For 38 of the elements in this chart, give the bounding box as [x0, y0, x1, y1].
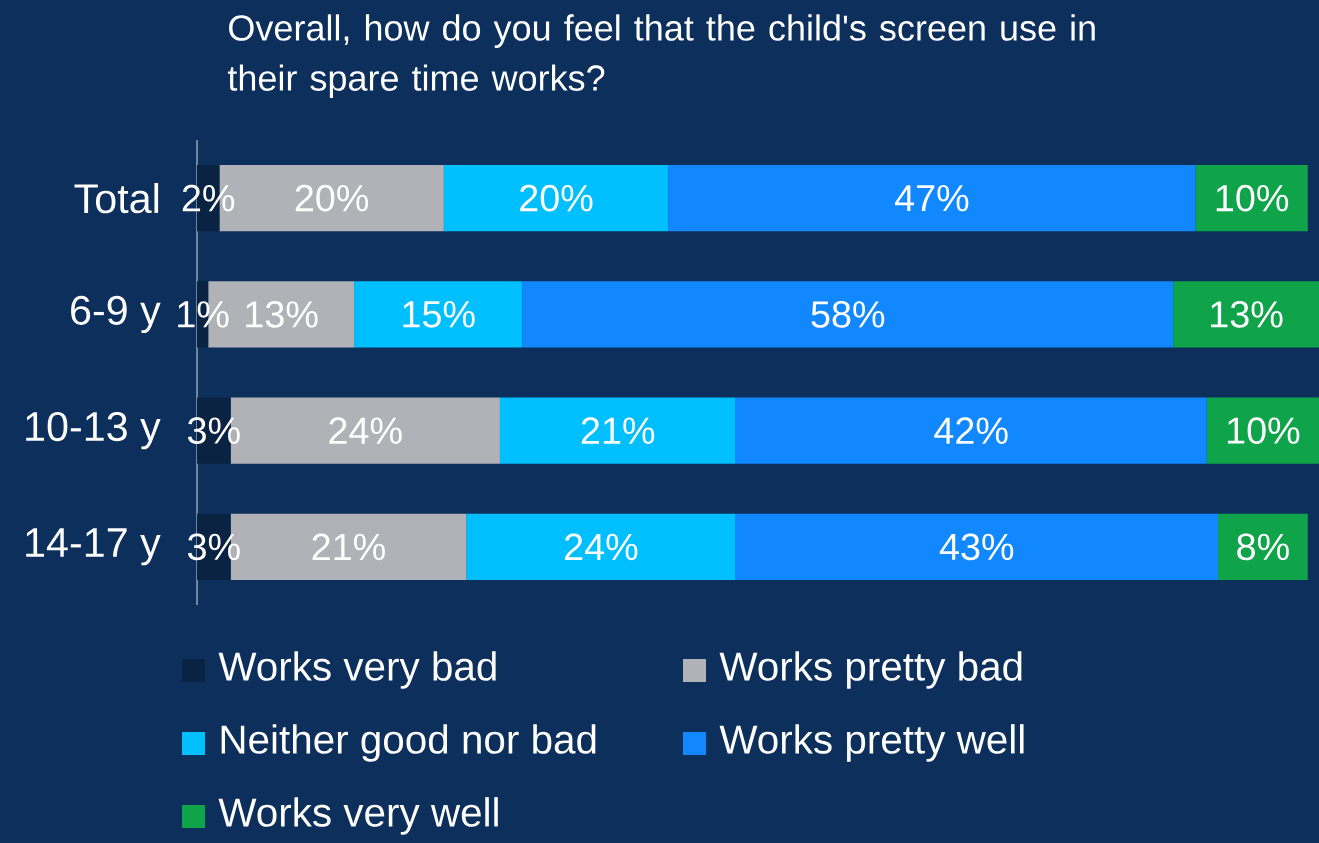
y-tick-label: 14-17 y: [26, 528, 161, 566]
data-label: 24%: [329, 417, 402, 444]
bar: [1173, 281, 1319, 348]
data-label: 43%: [939, 533, 1014, 561]
data-label: 21%: [312, 533, 385, 561]
y-tick-label: Total: [74, 182, 159, 214]
legend-label: Works very well: [218, 797, 498, 835]
bar: [354, 281, 523, 348]
data-label: 8%: [1237, 533, 1289, 561]
bar: [1206, 397, 1319, 464]
bar: [522, 281, 1174, 348]
bar: [668, 165, 1196, 232]
bar: [499, 397, 736, 464]
data-label: 10%: [1227, 417, 1300, 444]
legend-label: Works pretty bad: [719, 651, 1022, 689]
data-label: 10%: [1216, 184, 1289, 212]
data-label: 58%: [811, 301, 885, 328]
bar: [735, 513, 1219, 580]
data-label: 15%: [403, 301, 475, 328]
data-label: 24%: [565, 533, 638, 561]
bar: [1195, 165, 1308, 232]
legend-label: Neither good nor bad: [221, 724, 596, 762]
data-label: 47%: [894, 184, 969, 212]
bar: [466, 513, 736, 580]
data-label: 42%: [934, 417, 1008, 444]
legend-label: Works pretty well: [719, 724, 1024, 762]
bar: [735, 397, 1207, 464]
data-label: 20%: [520, 184, 593, 212]
y-tick-label: 6-9 y: [71, 295, 161, 334]
data-label: 13%: [246, 301, 318, 328]
legend-label: Works very bad: [218, 651, 496, 689]
y-tick-label: 10-13 y: [26, 411, 161, 450]
data-label: 13%: [1211, 301, 1283, 328]
bar: [1218, 513, 1308, 580]
chart-title: Overall, how do you feel that the child's screen use in their spare time works?: [227, 14, 1095, 98]
bar: [443, 165, 669, 232]
data-label: 21%: [581, 417, 655, 444]
data-label: 20%: [295, 184, 369, 212]
